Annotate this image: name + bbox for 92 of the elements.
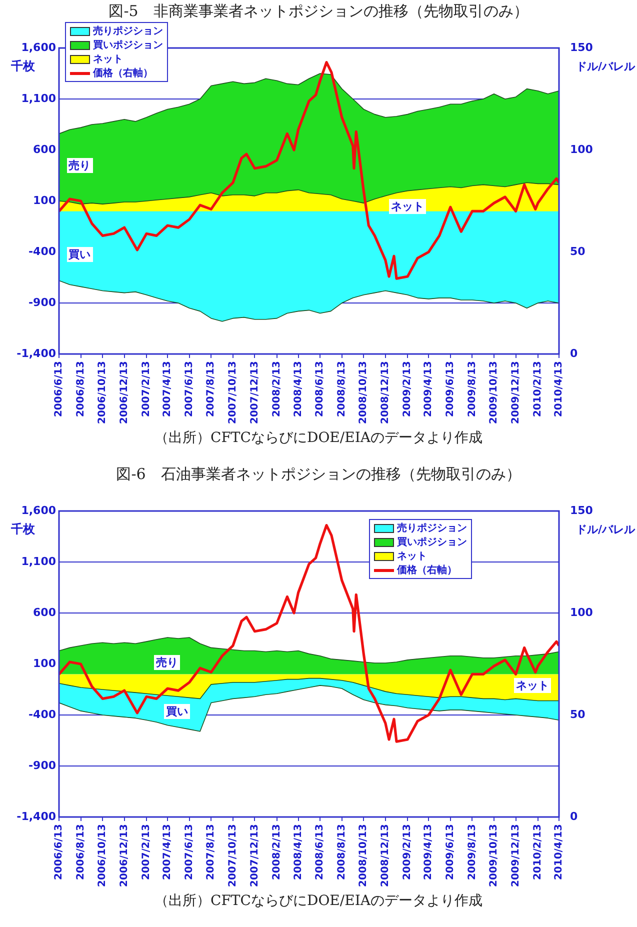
- x-tick-label: 2007/8/13: [206, 824, 217, 880]
- y-tick-label: -400: [28, 244, 56, 258]
- x-tick-label: 2007/4/13: [162, 360, 174, 418]
- x-tick-label: 2006/6/13: [54, 360, 65, 418]
- y-tick-label: 600: [33, 142, 56, 156]
- x-tick-label: 2006/10/13: [97, 824, 108, 887]
- x-tick-label: 2008/8/13: [336, 824, 348, 880]
- annotation: 売り: [154, 654, 180, 670]
- x-tick-label: 2008/12/13: [380, 824, 392, 887]
- x-tick-label: 2007/2/13: [141, 360, 152, 418]
- x-tick-label: 2008/8/13: [336, 360, 348, 418]
- x-tick-label: 2010/4/13: [554, 360, 565, 418]
- y2-axis-title: ドル/バレル: [576, 523, 636, 536]
- x-tick-label: 2009/6/13: [445, 360, 456, 418]
- x-tick-label: 2007/6/13: [184, 824, 195, 880]
- x-tick-label: 2008/10/13: [358, 824, 370, 887]
- y-tick-label: 1,600: [21, 40, 56, 54]
- x-tick-label: 2007/10/13: [228, 360, 239, 424]
- x-tick-label: 2008/6/13: [314, 824, 326, 880]
- x-tick-label: 2009/8/13: [466, 824, 478, 880]
- x-tick-label: 2009/4/13: [423, 360, 434, 418]
- legend-label: ネット: [93, 53, 123, 66]
- y2-tick-label: 100: [570, 606, 594, 619]
- x-tick-label: 2009/2/13: [402, 824, 414, 880]
- y2-tick-label: 50: [570, 244, 586, 258]
- y-tick-label: -900: [28, 758, 56, 772]
- x-tick-label: 2009/6/13: [445, 824, 456, 880]
- y2-axis-title: ドル/バレル: [576, 60, 636, 73]
- y-axis-title: 千枚: [10, 59, 36, 73]
- x-tick-label: 2006/12/13: [118, 360, 130, 424]
- y-tick-label: 1,600: [21, 504, 56, 517]
- legend-label: 売りポジション: [93, 24, 163, 38]
- x-tick-label: 2008/2/13: [271, 824, 282, 880]
- y2-tick-label: 100: [570, 142, 594, 156]
- x-tick-label: 2007/10/13: [228, 824, 239, 887]
- annotation: ネット: [389, 199, 426, 214]
- x-tick-label: 2010/4/13: [554, 824, 565, 880]
- y-tick-label: 1,100: [21, 554, 56, 568]
- legend-label: 買いポジション: [93, 39, 163, 52]
- y-tick-label: -400: [28, 708, 56, 721]
- x-tick-label: 2006/8/13: [75, 360, 86, 418]
- x-tick-label: 2010/2/13: [532, 360, 544, 418]
- x-tick-label: 2007/12/13: [249, 824, 260, 887]
- x-tick-label: 2007/6/13: [184, 360, 195, 418]
- y2-tick-label: 0: [570, 810, 578, 823]
- y-tick-label: -900: [28, 296, 56, 309]
- x-tick-label: 2006/8/13: [75, 824, 86, 880]
- y2-tick-label: 150: [570, 40, 594, 54]
- chart-title: 図-5 非商業事業者ネットポジションの推移（先物取引のみ）: [108, 1, 530, 22]
- x-tick-label: 2008/12/13: [380, 360, 392, 424]
- x-tick-label: 2009/12/13: [510, 360, 522, 424]
- x-tick-label: 2009/10/13: [488, 824, 500, 887]
- y2-tick-label: 150: [570, 504, 594, 517]
- y-axis-title: 千枚: [10, 522, 36, 536]
- legend-label: 買いポジション: [397, 536, 467, 549]
- y-tick-label: 600: [33, 606, 56, 619]
- y-tick-label: 1,100: [21, 92, 56, 105]
- x-tick-label: 2009/4/13: [423, 824, 434, 880]
- legend-label: ネット: [397, 550, 427, 563]
- x-tick-label: 2006/12/13: [118, 824, 130, 887]
- x-tick-label: 2008/6/13: [314, 360, 326, 418]
- text: （出所）CFTCならびにDOE/EIAのデータより作成: [154, 429, 484, 447]
- annotation: ネット: [514, 678, 551, 693]
- text: （出所）CFTCならびにDOE/EIAのデータより作成: [154, 892, 484, 910]
- x-tick-label: 2008/2/13: [271, 360, 282, 418]
- x-tick-label: 2007/2/13: [141, 824, 152, 880]
- x-tick-label: 2008/4/13: [292, 360, 304, 418]
- y-tick-label: -1,400: [16, 346, 56, 360]
- x-tick-label: 2006/6/13: [54, 824, 65, 880]
- y-tick-label: 100: [33, 194, 56, 207]
- x-tick-label: 2009/12/13: [510, 824, 522, 887]
- x-tick-label: 2007/8/13: [206, 360, 217, 418]
- x-tick-label: 2009/8/13: [466, 360, 478, 418]
- y2-tick-label: 50: [570, 708, 586, 721]
- x-tick-label: 2007/4/13: [162, 824, 174, 880]
- x-tick-label: 2010/2/13: [532, 824, 544, 880]
- annotation: 買い: [164, 704, 190, 719]
- y-tick-label: -1,400: [16, 810, 56, 823]
- x-tick-label: 2007/12/13: [249, 360, 260, 424]
- x-tick-label: 2009/2/13: [402, 360, 414, 418]
- legend-label: 売りポジション: [397, 522, 467, 535]
- legend-label: 価格（右軸）: [93, 66, 153, 80]
- annotation: 売り: [66, 158, 92, 174]
- x-tick-label: 2008/4/13: [292, 824, 304, 880]
- x-tick-label: 2006/10/13: [97, 360, 108, 424]
- annotation: 買い: [66, 246, 92, 262]
- chart-title: 図-6 石油事業者ネットポジションの推移（先物取引のみ）: [115, 464, 522, 485]
- y2-tick-label: 0: [570, 346, 578, 360]
- x-tick-label: 2008/10/13: [358, 360, 370, 424]
- legend-label: 価格（右軸）: [397, 564, 457, 577]
- y-tick-label: 100: [33, 656, 56, 670]
- x-tick-label: 2009/10/13: [488, 360, 500, 424]
